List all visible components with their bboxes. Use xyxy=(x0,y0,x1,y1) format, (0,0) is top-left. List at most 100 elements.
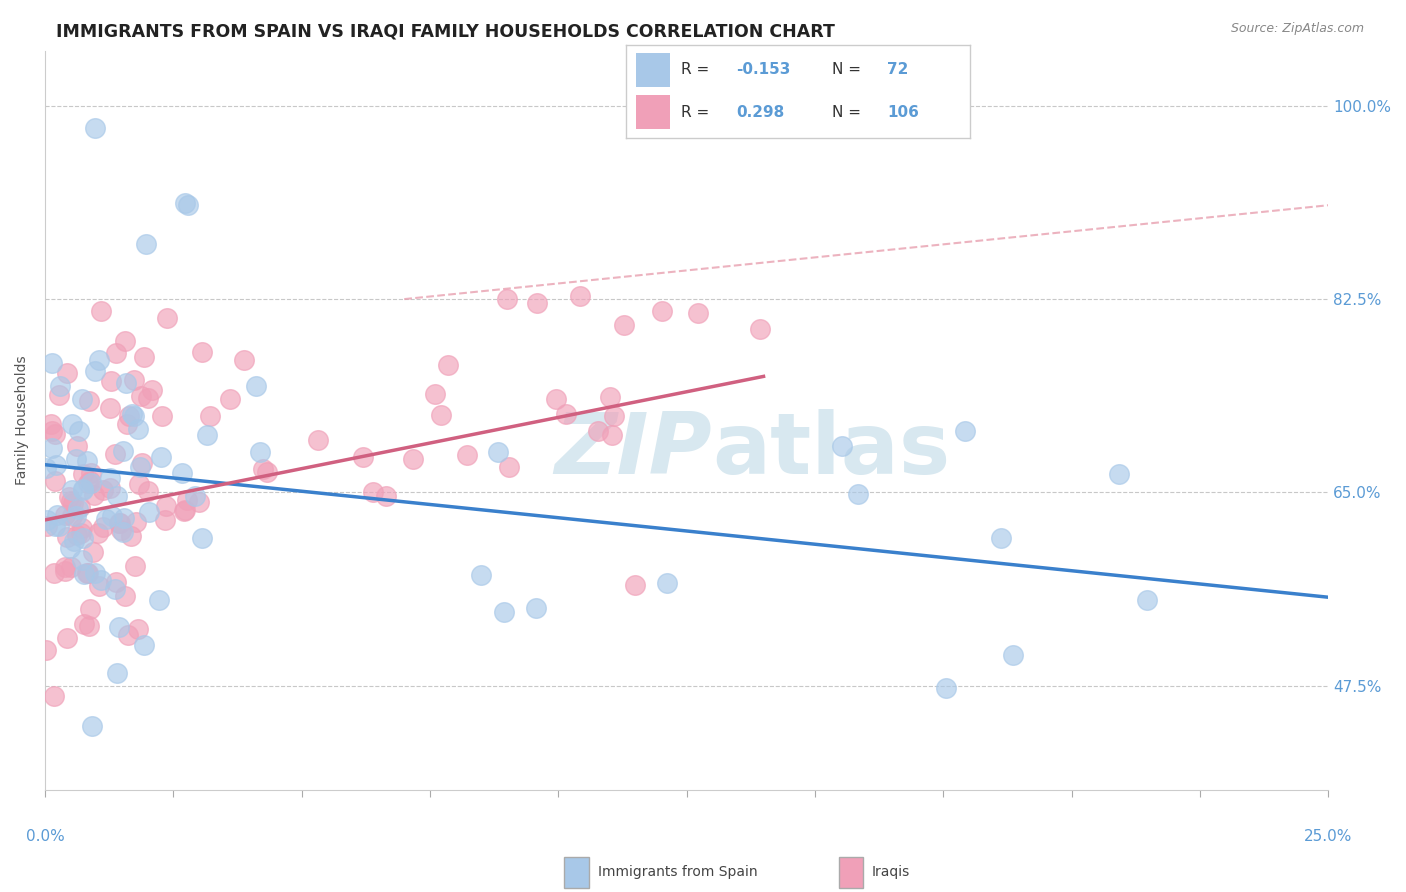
Point xyxy=(105,665,128,680)
Text: Iraqis: Iraqis xyxy=(872,865,910,880)
Point xyxy=(148,593,170,607)
Point xyxy=(105,489,128,503)
Point xyxy=(83,488,105,502)
Point xyxy=(688,306,710,320)
Text: -0.153: -0.153 xyxy=(735,62,790,78)
Point xyxy=(48,387,70,401)
Point xyxy=(249,444,271,458)
Point xyxy=(132,351,155,365)
Point xyxy=(77,394,100,409)
Point xyxy=(436,358,458,372)
Point xyxy=(104,575,127,590)
Point xyxy=(35,519,58,533)
Point xyxy=(361,484,384,499)
Point xyxy=(79,602,101,616)
Point xyxy=(191,345,214,359)
Point xyxy=(76,454,98,468)
Point xyxy=(495,293,517,307)
Point xyxy=(80,466,103,480)
Point xyxy=(44,689,66,703)
Point xyxy=(122,373,145,387)
Text: Immigrants from Spain: Immigrants from Spain xyxy=(598,865,758,880)
Point xyxy=(125,515,148,529)
Point xyxy=(141,384,163,398)
Point xyxy=(121,407,143,421)
Text: ZIP: ZIP xyxy=(554,409,713,491)
Point xyxy=(524,601,547,615)
Point xyxy=(72,467,94,482)
Point xyxy=(1135,592,1157,607)
Point xyxy=(41,356,63,370)
Text: N =: N = xyxy=(832,62,866,78)
Point xyxy=(80,475,103,490)
Point xyxy=(118,409,141,424)
Point xyxy=(135,236,157,251)
Point xyxy=(110,523,132,537)
Point xyxy=(138,505,160,519)
Point xyxy=(98,481,121,495)
Point xyxy=(153,513,176,527)
Point xyxy=(100,375,122,389)
Point xyxy=(831,439,853,453)
Point xyxy=(83,120,105,135)
Point xyxy=(101,509,124,524)
Text: R =: R = xyxy=(681,104,714,120)
Point xyxy=(124,559,146,574)
Point xyxy=(402,451,425,466)
Point xyxy=(131,456,153,470)
Point xyxy=(76,566,98,581)
Point xyxy=(600,428,623,442)
Point xyxy=(554,408,576,422)
Point xyxy=(352,450,374,464)
Point xyxy=(375,490,398,504)
Point xyxy=(104,447,127,461)
Text: 106: 106 xyxy=(887,104,920,120)
Point xyxy=(44,518,66,533)
Point xyxy=(45,458,67,473)
Point xyxy=(37,512,59,526)
Point xyxy=(84,364,107,378)
Point xyxy=(66,439,89,453)
Point xyxy=(53,559,76,574)
Point xyxy=(83,566,105,581)
Point xyxy=(128,476,150,491)
Point xyxy=(134,638,156,652)
Point xyxy=(198,409,221,424)
Point xyxy=(79,474,101,488)
Point xyxy=(65,452,87,467)
Point xyxy=(58,490,80,504)
Point xyxy=(69,500,91,514)
Point xyxy=(173,504,195,518)
Point xyxy=(41,424,63,438)
Point xyxy=(197,428,219,442)
Point xyxy=(245,379,267,393)
Point xyxy=(232,352,254,367)
Point xyxy=(136,391,159,405)
Point xyxy=(70,526,93,541)
Point xyxy=(93,520,115,534)
Point xyxy=(935,681,957,695)
Point xyxy=(60,483,83,498)
Point xyxy=(599,390,621,404)
Point xyxy=(86,525,108,540)
Point xyxy=(846,486,869,500)
Point xyxy=(256,466,278,480)
Point xyxy=(613,318,636,332)
Point xyxy=(586,424,609,438)
Point xyxy=(77,476,100,491)
Y-axis label: Family Households: Family Households xyxy=(15,356,30,485)
Point xyxy=(62,496,84,510)
Point xyxy=(174,503,197,517)
Point xyxy=(114,589,136,603)
Point xyxy=(156,310,179,325)
Point xyxy=(176,492,198,507)
Point xyxy=(190,531,212,545)
Point xyxy=(603,409,626,423)
Point xyxy=(498,460,520,475)
Point xyxy=(129,389,152,403)
Point xyxy=(35,643,58,657)
Point xyxy=(73,567,96,582)
Point xyxy=(48,519,70,533)
Point xyxy=(53,564,76,578)
Point xyxy=(98,401,121,415)
